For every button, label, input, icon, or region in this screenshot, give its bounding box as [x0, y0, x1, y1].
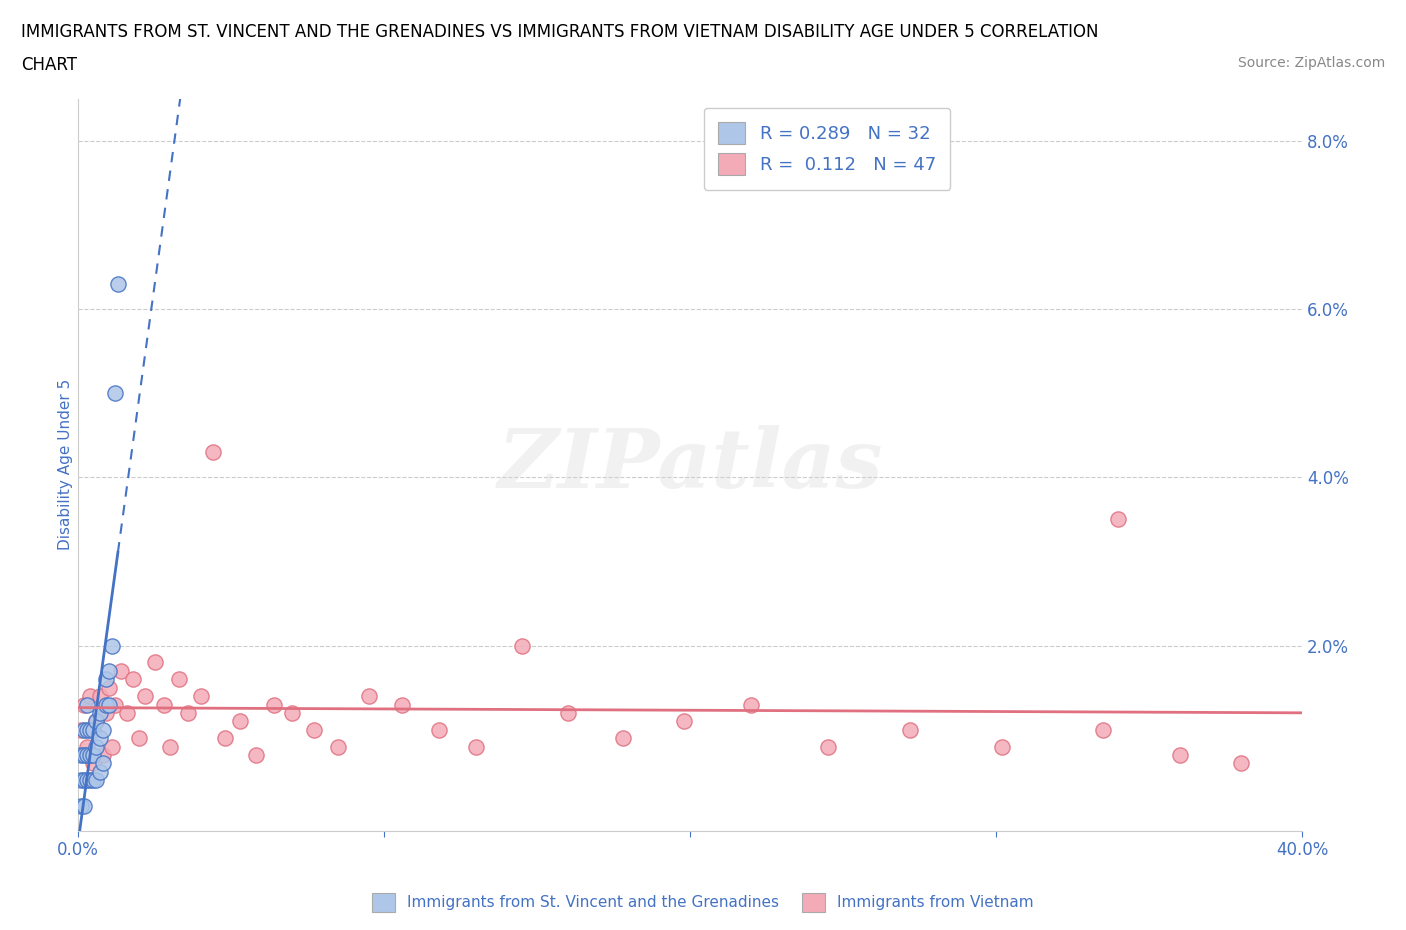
Point: [73, 798, 96, 813]
Point: [302, 723, 325, 737]
Point: [73, 698, 96, 712]
Y-axis label: Disability Age Under 5: Disability Age Under 5: [58, 379, 73, 551]
Point: [97, 680, 120, 695]
Point: [898, 723, 921, 737]
Point: [464, 739, 486, 754]
Text: Source: ZipAtlas.com: Source: ZipAtlas.com: [1237, 56, 1385, 70]
Point: [1229, 756, 1251, 771]
Point: [91, 723, 114, 737]
Legend: R = 0.289   N = 32, R =  0.112   N = 47: R = 0.289 N = 32, R = 0.112 N = 47: [703, 108, 950, 190]
Point: [70, 798, 93, 813]
Point: [70, 773, 93, 788]
Point: [817, 739, 839, 754]
Point: [167, 671, 190, 686]
Point: [557, 706, 579, 721]
Point: [82, 723, 104, 737]
Point: [143, 655, 166, 670]
Point: [110, 663, 132, 678]
Point: [427, 723, 450, 737]
Point: [128, 731, 150, 746]
Point: [94, 698, 117, 712]
Point: [97, 698, 120, 712]
Point: [97, 663, 120, 678]
Point: [76, 773, 98, 788]
Point: [79, 748, 101, 763]
Legend: Immigrants from St. Vincent and the Grenadines, Immigrants from Vietnam: Immigrants from St. Vincent and the Gren…: [366, 887, 1040, 918]
Point: [89, 689, 111, 704]
Point: [510, 638, 533, 653]
Point: [76, 748, 98, 763]
Text: IMMIGRANTS FROM ST. VINCENT AND THE GRENADINES VS IMMIGRANTS FROM VIETNAM DISABI: IMMIGRANTS FROM ST. VINCENT AND THE GREN…: [21, 23, 1098, 41]
Point: [134, 689, 156, 704]
Point: [281, 706, 304, 721]
Point: [115, 706, 138, 721]
Point: [740, 698, 762, 712]
Point: [82, 748, 104, 763]
Point: [229, 714, 252, 729]
Point: [91, 748, 114, 763]
Point: [76, 698, 98, 712]
Point: [73, 723, 96, 737]
Point: [89, 764, 111, 779]
Point: [76, 723, 98, 737]
Point: [94, 671, 117, 686]
Point: [612, 731, 634, 746]
Text: CHART: CHART: [21, 56, 77, 73]
Point: [70, 723, 93, 737]
Point: [201, 445, 224, 459]
Point: [79, 773, 101, 788]
Point: [672, 714, 695, 729]
Text: ZIPatlas: ZIPatlas: [498, 425, 883, 505]
Point: [76, 739, 98, 754]
Point: [104, 386, 127, 401]
Point: [991, 739, 1014, 754]
Point: [159, 739, 181, 754]
Point: [86, 714, 108, 729]
Point: [100, 638, 122, 653]
Point: [86, 714, 108, 729]
Point: [263, 698, 285, 712]
Point: [73, 773, 96, 788]
Point: [328, 739, 350, 754]
Point: [122, 671, 145, 686]
Point: [357, 689, 380, 704]
Point: [177, 706, 200, 721]
Point: [70, 748, 93, 763]
Point: [190, 689, 212, 704]
Point: [100, 739, 122, 754]
Point: [107, 276, 129, 291]
Point: [82, 773, 104, 788]
Point: [104, 698, 127, 712]
Point: [86, 773, 108, 788]
Point: [94, 706, 117, 721]
Point: [1107, 512, 1129, 527]
Point: [91, 756, 114, 771]
Point: [86, 739, 108, 754]
Point: [245, 748, 267, 763]
Point: [1168, 748, 1191, 763]
Point: [1092, 723, 1115, 737]
Point: [79, 723, 101, 737]
Point: [152, 698, 174, 712]
Point: [214, 731, 236, 746]
Point: [79, 689, 101, 704]
Point: [73, 748, 96, 763]
Point: [82, 756, 104, 771]
Point: [89, 706, 111, 721]
Point: [89, 731, 111, 746]
Point: [391, 698, 413, 712]
